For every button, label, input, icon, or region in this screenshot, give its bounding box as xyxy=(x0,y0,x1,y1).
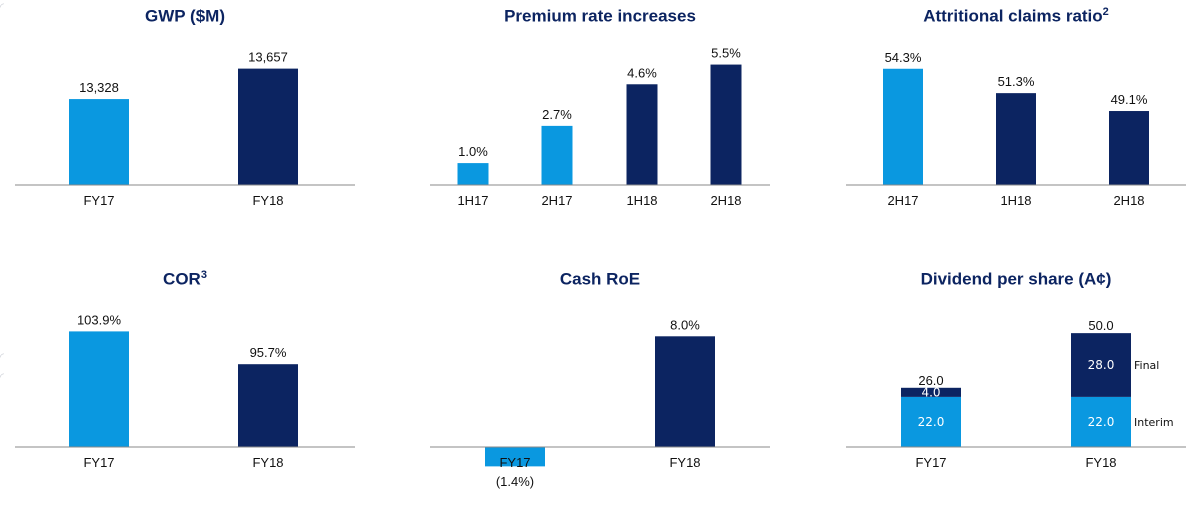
data-label: 4.6% xyxy=(627,65,657,80)
bar xyxy=(238,68,298,185)
chart-title: Dividend per share (A¢) xyxy=(920,269,1112,289)
bar xyxy=(883,68,923,185)
data-label: 22.0 xyxy=(918,415,945,429)
tick-label: 1H18 xyxy=(626,193,657,208)
chart-roe: FY17 (1.4%) 8.0% FY18 xyxy=(430,317,770,489)
chart-gwp: 13,328 FY17 13,657 FY18 xyxy=(15,50,355,208)
bar xyxy=(655,336,715,447)
chart-panel-gwp: GWP ($M) 13,328 FY17 13,657 FY18 xyxy=(15,0,355,225)
bar-segment xyxy=(901,387,961,397)
tick-label: FY17 xyxy=(915,455,946,470)
chart-dps: 22.0 4.026.0 FY17 22.0 Interim 28.0 Final 50.0 F… xyxy=(846,318,1186,470)
data-label: 95.7% xyxy=(250,345,287,360)
data-label: 51.3% xyxy=(998,74,1035,89)
data-label: 2.7% xyxy=(542,107,572,122)
chart-premium: 1.0% 1H17 2.7% 2H17 4.6% 1H18 5.5% 2H18 xyxy=(430,46,770,208)
chart-panel-roe: Cash RoE FY17 (1.4%) 8.0% FY18 xyxy=(430,265,770,500)
tick-label: FY18 xyxy=(1085,455,1116,470)
chart-panel-premium: Premium rate increases 1.0% 1H17 2.7% 2H17 4… xyxy=(430,0,770,225)
bar xyxy=(626,84,658,185)
bar-segment xyxy=(1071,333,1131,397)
bar xyxy=(710,64,742,185)
chart-panel-claims: Attritional claims ratio2 54.3% 2H17 51.3%… xyxy=(846,0,1186,225)
edge-marker: ◜ xyxy=(0,2,4,13)
chart-title: Premium rate increases xyxy=(504,6,696,26)
chart-title: COR3 xyxy=(163,269,207,289)
bar xyxy=(1109,111,1149,185)
tick-label: FY17 xyxy=(83,455,114,470)
chart-title: Attritional claims ratio2 xyxy=(923,6,1109,26)
data-label: 54.3% xyxy=(885,50,922,65)
tick-label: 2H17 xyxy=(541,193,572,208)
chart-claims: 54.3% 2H17 51.3% 1H18 49.1% 2H18 xyxy=(846,50,1186,208)
data-label: 5.5% xyxy=(711,46,741,61)
tick-label: 2H18 xyxy=(710,193,741,208)
data-label: 49.1% xyxy=(1111,92,1148,107)
total-label: 50.0 xyxy=(1088,318,1113,333)
bar xyxy=(996,93,1036,185)
edge-marker: ◜ xyxy=(0,352,4,363)
chart-cor: 103.9% FY17 95.7% FY18 xyxy=(15,312,355,470)
bar xyxy=(485,447,545,467)
tick-label: FY17 xyxy=(83,193,114,208)
chart-panel-cor: COR3 103.9% FY17 95.7% FY18 xyxy=(15,265,355,500)
bar-segment xyxy=(901,396,961,447)
data-label: 28.0 xyxy=(1088,358,1115,372)
tick-label: 2H17 xyxy=(887,193,918,208)
legend-label: Interim xyxy=(1134,416,1174,429)
tick-label: 1H17 xyxy=(457,193,488,208)
bar xyxy=(69,331,129,447)
bar xyxy=(238,364,298,447)
chart-title: GWP ($M) xyxy=(145,6,225,26)
tick-label: FY17 xyxy=(499,455,530,470)
data-label: 13,657 xyxy=(248,50,288,65)
bar xyxy=(541,125,573,185)
tick-label: 2H18 xyxy=(1113,193,1144,208)
data-label: 13,328 xyxy=(79,80,119,95)
total-label: 26.0 xyxy=(918,373,943,388)
bar xyxy=(69,99,129,185)
bar-segment xyxy=(1071,396,1131,447)
data-label: (1.4%) xyxy=(496,474,534,489)
tick-label: FY18 xyxy=(252,193,283,208)
data-label: 1.0% xyxy=(458,144,488,159)
tick-label: FY18 xyxy=(669,455,700,470)
chart-panel-dps: Dividend per share (A¢) 22.0 4.0 26.0 FY17 2… xyxy=(846,265,1186,500)
data-label: 103.9% xyxy=(77,312,122,327)
legend-label: Final xyxy=(1134,359,1159,372)
data-label: 8.0% xyxy=(670,317,700,332)
data-label: 4.0 xyxy=(921,385,940,399)
edge-marker: ◜ xyxy=(0,372,4,383)
data-label: 22.0 xyxy=(1088,415,1115,429)
chart-title: Cash RoE xyxy=(559,269,641,289)
tick-label: 1H18 xyxy=(1000,193,1031,208)
bar xyxy=(457,163,489,185)
tick-label: FY18 xyxy=(252,455,283,470)
